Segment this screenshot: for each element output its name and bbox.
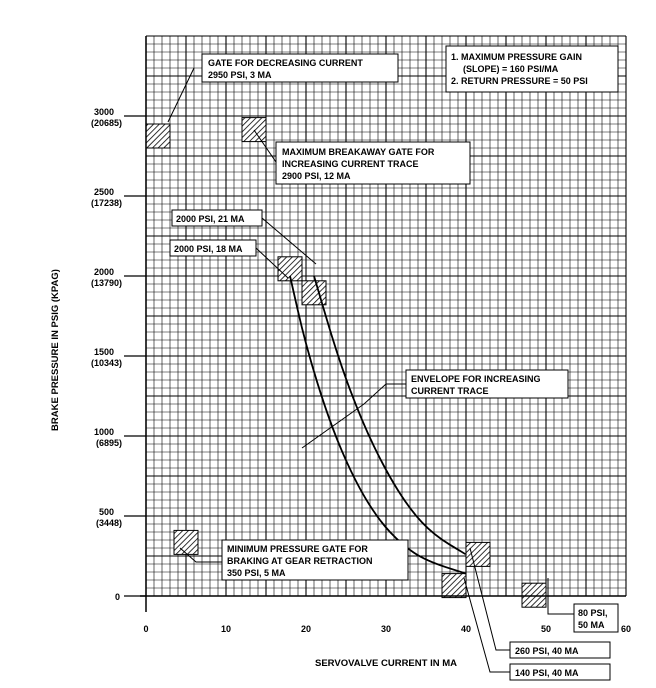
leader-lines	[167, 67, 574, 673]
callout-2000-21: 2000 PSI, 21 MA	[171, 209, 263, 227]
gate-hatch	[241, 117, 267, 143]
y-tick-label: 500	[99, 507, 114, 517]
y-tick-label: 1500	[94, 347, 114, 357]
note-line-3: 2. RETURN PRESSURE = 50 PSI	[451, 76, 588, 86]
envelope-lower-curve	[289, 275, 467, 575]
callout-envelope: ENVELOPE FOR INCREASING CURRENT TRACE	[405, 369, 569, 399]
note-line-1: 1. MAXIMUM PRESSURE GAIN	[451, 52, 582, 62]
callout-gate-decreasing-line1: GATE FOR DECREASING CURRENT	[208, 58, 363, 68]
y-tick-kpa-label: (13790)	[91, 278, 122, 288]
callout-gate-decreasing-line2: 2950 PSI, 3 MA	[208, 70, 272, 80]
x-tick-label: 60	[621, 624, 631, 634]
x-tick-label: 0	[143, 624, 148, 634]
y-tick-kpa-label: (6895)	[96, 438, 122, 448]
callout-min-gate-line2: BRAKING AT GEAR RETRACTION	[227, 556, 373, 566]
callout-max-breakaway-line2: INCREASING CURRENT TRACE	[282, 159, 419, 169]
x-tick-label: 10	[221, 624, 231, 634]
y-tick-label: 2000	[94, 267, 114, 277]
y-tick-label: 0	[115, 592, 120, 602]
callout-max-breakaway-line3: 2900 PSI, 12 MA	[282, 171, 351, 181]
callout-140-40: 140 PSI, 40 MA	[509, 663, 611, 681]
leader-max-breakaway	[253, 129, 277, 163]
leader-envelope	[363, 383, 406, 405]
callout-260-40-text: 260 PSI, 40 MA	[515, 646, 579, 656]
leader-min-gate	[179, 547, 222, 563]
curves	[289, 275, 467, 575]
notes-box: 1. MAXIMUM PRESSURE GAIN (SLOPE) = 160 P…	[445, 45, 619, 93]
callout-gate-decreasing: GATE FOR DECREASING CURRENT 2950 PSI, 3 …	[201, 53, 399, 83]
callout-140-40-text: 140 PSI, 40 MA	[515, 668, 579, 678]
callout-min-gate: MINIMUM PRESSURE GATE FOR BRAKING AT GEA…	[221, 539, 409, 581]
callout-envelope-line2: CURRENT TRACE	[411, 386, 489, 396]
callout-80-50: 80 PSI, 50 MA	[573, 603, 619, 633]
gate-hatch	[145, 123, 171, 149]
y-tick-kpa-label: (3448)	[96, 518, 122, 528]
envelope-upper-curve	[313, 275, 467, 556]
x-tick-label: 20	[301, 624, 311, 634]
note-line-2: (SLOPE) = 160 PSI/MA	[463, 64, 559, 74]
callout-min-gate-line1: MINIMUM PRESSURE GATE FOR	[227, 544, 368, 554]
leader-2000-18	[255, 247, 289, 279]
callout-2000-18: 2000 PSI, 18 MA	[169, 239, 257, 257]
y-tick-label: 1000	[94, 427, 114, 437]
callout-80-50-line2: 50 MA	[578, 620, 605, 630]
tick-labels: 0 10 20 30 40 50 60 0 500(3448) 1000(6895) 1500(10…	[91, 107, 631, 634]
y-axis-title: BRAKE PRESSURE IN PSIG (KPAG)	[50, 269, 61, 431]
callout-min-gate-line3: 350 PSI, 5 MA	[227, 568, 286, 578]
gate-hatch	[521, 582, 547, 608]
leader-260-40	[469, 547, 510, 651]
y-tick-label: 2500	[94, 187, 114, 197]
leader-gate-decreasing	[167, 67, 195, 123]
y-tick-label: 3000	[94, 107, 114, 117]
x-tick-label: 40	[461, 624, 471, 634]
callout-envelope-line1: ENVELOPE FOR INCREASING	[411, 374, 541, 384]
gate-hatch	[301, 280, 327, 306]
x-tick-label: 50	[541, 624, 551, 634]
y-tick-kpa-label: (10343)	[91, 358, 122, 368]
callout-max-breakaway: MAXIMUM BREAKAWAY GATE FOR INCREASING CU…	[275, 141, 471, 185]
leader-140-40	[463, 577, 510, 673]
x-tick-label: 30	[381, 624, 391, 634]
x-axis-title: SERVOVALVE CURRENT IN MA	[315, 658, 457, 669]
gate-hatch	[465, 541, 491, 567]
callout-260-40: 260 PSI, 40 MA	[509, 641, 611, 659]
callout-2000-21-text: 2000 PSI, 21 MA	[176, 214, 245, 224]
gate-hatch	[441, 573, 467, 599]
leader-envelope-2	[301, 403, 365, 449]
gate-hatch	[173, 529, 199, 555]
y-tick-kpa-label: (17238)	[91, 198, 122, 208]
leader-80-50	[547, 578, 574, 615]
callout-80-50-line1: 80 PSI,	[578, 608, 608, 618]
callout-2000-18-text: 2000 PSI, 18 MA	[174, 244, 243, 254]
callout-max-breakaway-line1: MAXIMUM BREAKAWAY GATE FOR	[282, 147, 435, 157]
hatched-gates	[145, 117, 547, 608]
grid	[145, 35, 627, 597]
leader-2000-21	[261, 217, 317, 265]
y-tick-kpa-label: (20685)	[91, 118, 122, 128]
